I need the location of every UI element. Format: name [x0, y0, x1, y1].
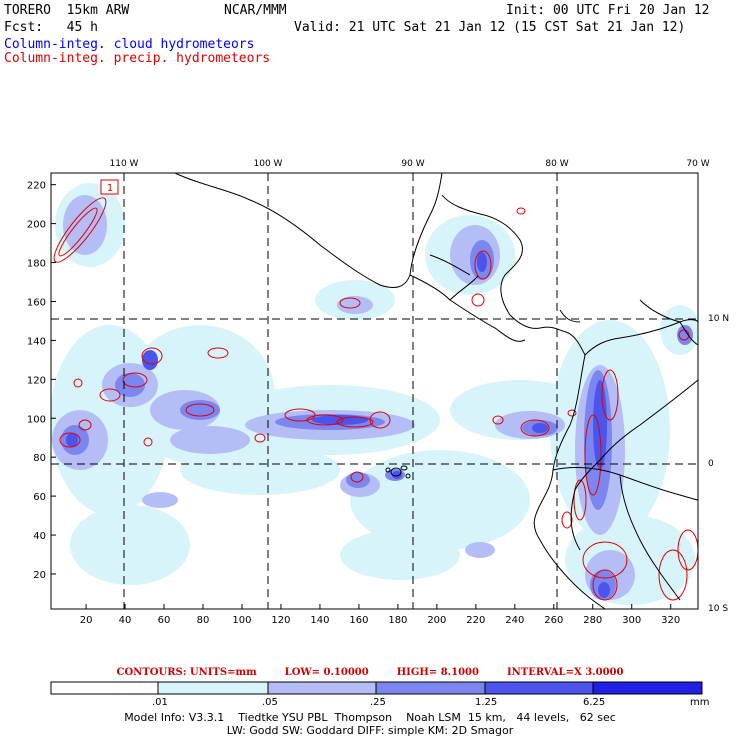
latlon-grid — [51, 173, 698, 609]
cloud-shade-core — [66, 252, 610, 598]
x-axis: 20 40 60 80 100 120 140 160 180 200 220 240 260 280 30… — [80, 604, 680, 626]
x-tick-label: 80 — [197, 615, 210, 626]
colorbar — [50, 681, 703, 695]
x-tick-label: 260 — [544, 615, 563, 626]
y-tick-label: 60 — [33, 492, 46, 503]
x-tick-label: 20 — [80, 615, 93, 626]
contour-high: HIGH= 8.1000 — [396, 667, 479, 678]
x-tick-label: 140 — [310, 615, 329, 626]
colorbar-bin-2 — [267, 681, 377, 695]
model-info-line-2: LW: Godd SW: Goddard DIFF: simple KM: 2D… — [226, 724, 514, 737]
colorbar-label-4: 1.25 — [475, 697, 498, 708]
latitude-labels: 10 N 0 10 S — [708, 314, 729, 614]
forecast-hour: Fcst: 45 h — [4, 20, 98, 35]
colorbar-bin-4 — [484, 681, 594, 695]
hydrometeor-field — [51, 173, 698, 609]
y-tick-label: 180 — [27, 259, 46, 270]
x-tick-label: 160 — [349, 615, 368, 626]
y-tick-label: 160 — [27, 297, 46, 308]
model-title: TORERO 15km ARW — [4, 3, 130, 18]
longitude-label: 80 W — [545, 159, 568, 169]
x-tick-label: 220 — [466, 615, 485, 626]
contour-units: CONTOURS: UNITS=mm — [116, 667, 257, 678]
y-axis: 20 40 60 80 100 120 140 160 180 200 220 — [27, 181, 56, 581]
x-tick-label: 100 — [232, 615, 251, 626]
x-tick-label: 120 — [271, 615, 290, 626]
precip-label-box — [100, 179, 119, 195]
colorbar-label-1: .01 — [152, 697, 168, 708]
y-tick-label: 200 — [27, 220, 46, 231]
coastlines — [174, 173, 698, 609]
field-cloud-label: Column-integ. cloud hydrometeors — [4, 37, 255, 52]
model-info-line-1: Model Info: V3.3.1 Tiedtke YSU PBL Thomp… — [124, 711, 616, 724]
x-tick-label: 240 — [505, 615, 524, 626]
longitude-label: 100 W — [254, 159, 283, 169]
x-tick-label: 60 — [158, 615, 171, 626]
y-tick-label: 120 — [27, 375, 46, 386]
valid-time: Valid: 21 UTC Sat 21 Jan 12 (15 CST Sat … — [294, 20, 686, 35]
contour-interval: INTERVAL=X 3.0000 — [506, 667, 624, 678]
org-label: NCAR/MMM — [224, 3, 287, 18]
precip-contours — [53, 197, 698, 601]
y-tick-label: 100 — [27, 414, 46, 425]
x-tick-label: 300 — [622, 615, 641, 626]
y-tick-label: 220 — [27, 181, 46, 192]
contour-info: CONTOURS: UNITS=mm LOW= 0.10000 HIGH= 8.10… — [0, 667, 740, 678]
y-tick-label: 20 — [33, 570, 46, 581]
longitude-label: 70 W — [686, 159, 709, 169]
latitude-label: 0 — [708, 459, 714, 469]
latitude-label: 10 N — [708, 314, 729, 324]
x-tick-label: 320 — [661, 615, 680, 626]
galapagos-islands — [385, 465, 411, 479]
contour-low: LOW= 0.10000 — [284, 667, 369, 678]
x-tick-label: 40 — [119, 615, 132, 626]
colorbar-bin-0 — [50, 681, 159, 695]
colorbar-label-2: .05 — [262, 697, 278, 708]
x-tick-label: 180 — [388, 615, 407, 626]
field-precip-label: Column-integ. precip. hydrometeors — [4, 51, 271, 66]
x-tick-label: 200 — [427, 615, 446, 626]
precip-label-value: 1 — [107, 183, 113, 194]
y-tick-label: 80 — [33, 453, 46, 464]
latitude-label: 10 S — [708, 604, 728, 614]
x-tick-label: 280 — [583, 615, 602, 626]
y-tick-label: 40 — [33, 531, 46, 542]
colorbar-bin-3 — [375, 681, 486, 695]
init-time: Init: 00 UTC Fri 20 Jan 12 — [506, 3, 710, 18]
map-frame — [50, 172, 699, 610]
colorbar-unit: mm — [690, 697, 710, 708]
colorbar-bin-5 — [592, 681, 703, 695]
longitude-labels: 110 W 100 W 90 W 80 W 70 W — [110, 159, 710, 169]
longitude-label: 90 W — [401, 159, 424, 169]
colorbar-bin-1 — [157, 681, 269, 695]
colorbar-label-5: 6.25 — [583, 697, 606, 708]
colorbar-label-3: .25 — [370, 697, 386, 708]
y-tick-label: 140 — [27, 336, 46, 347]
longitude-label: 110 W — [110, 159, 139, 169]
